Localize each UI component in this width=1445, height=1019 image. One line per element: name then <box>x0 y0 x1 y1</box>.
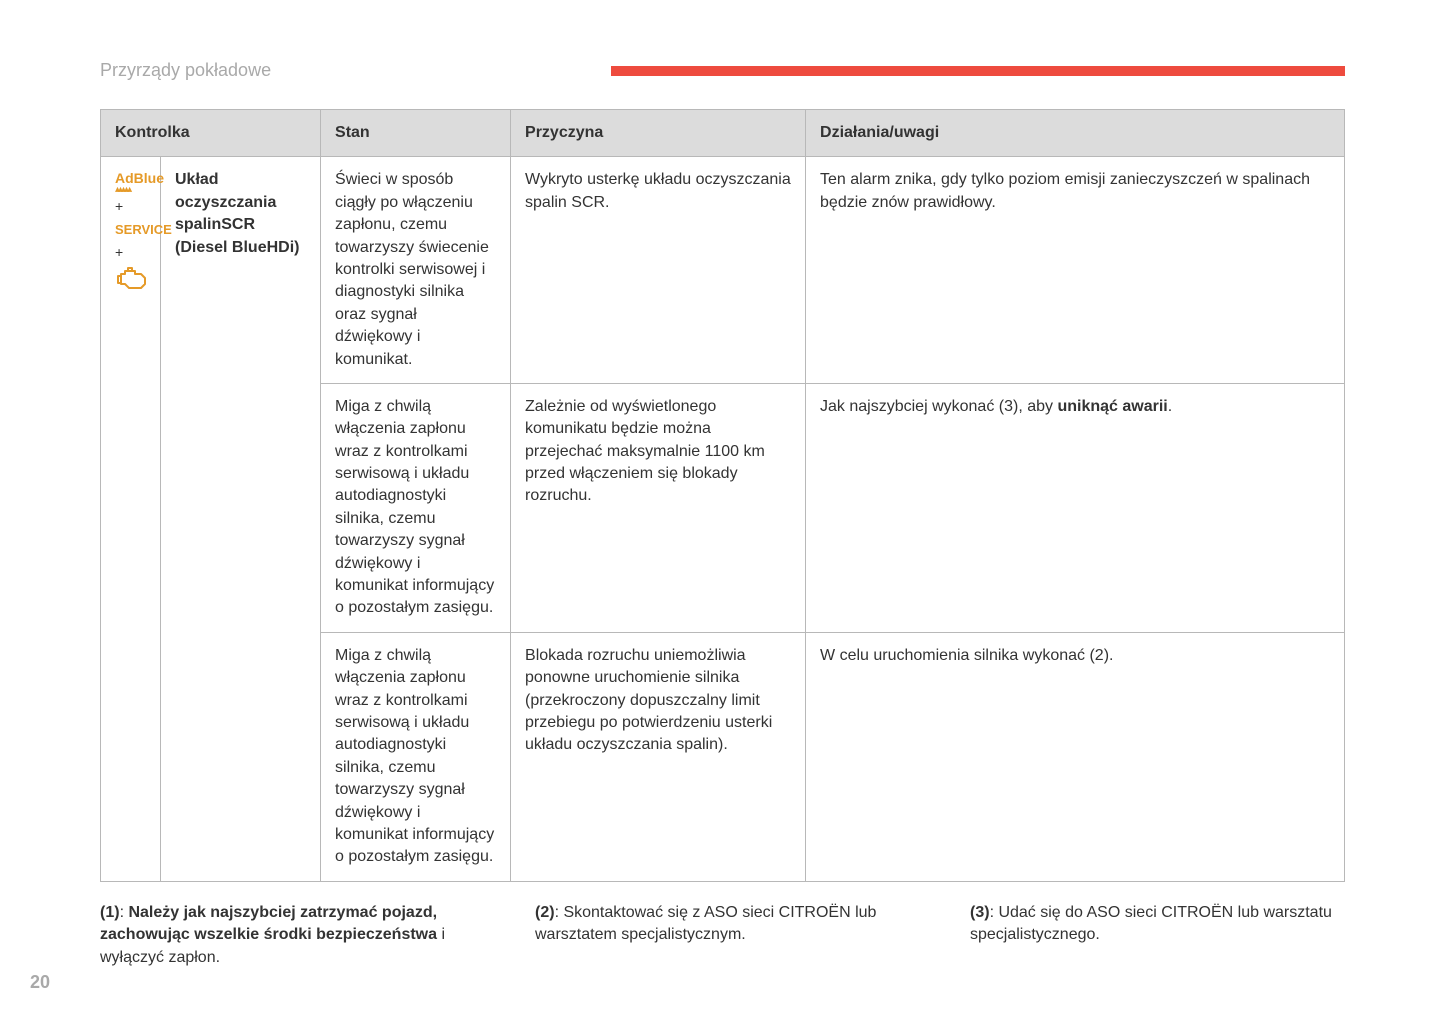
cause-cell: Wykryto usterkę układu oczyszczania spal… <box>511 157 806 384</box>
col-stan: Stan <box>321 110 511 157</box>
state-cell: Świeci w sposób ciągły po włączeniu zapł… <box>321 157 511 384</box>
footnote-3: (3): Udać się do ASO sieci CITROËN lub w… <box>970 902 1345 969</box>
footnotes: (1): Należy jak najszybciej zatrzymać po… <box>100 902 1345 969</box>
action-cell: W celu uruchomienia silnika wykonać (2). <box>806 632 1345 881</box>
action-cell: Ten alarm znika, gdy tylko poziom emisji… <box>806 157 1345 384</box>
action-bold: uniknąć awarii <box>1057 398 1167 415</box>
footnote-3-label: (3) <box>970 904 990 921</box>
footnote-3-text: : Udać się do ASO sieci CITROËN lub wars… <box>970 904 1332 943</box>
col-dzialania: Działania/uwagi <box>806 110 1345 157</box>
footnote-1-bold: Należy jak najszybciej zatrzymać pojazd,… <box>100 904 437 943</box>
footnote-2: (2): Skontaktować się z ASO sieci CITROË… <box>535 902 910 969</box>
footnote-1: (1): Należy jak najszybciej zatrzymać po… <box>100 902 475 969</box>
action-post: . <box>1168 398 1172 415</box>
cause-cell: Blokada rozruchu uniemożliwia ponowne ur… <box>511 632 806 881</box>
col-kontrolka: Kontrolka <box>101 110 321 157</box>
engine-icon <box>115 266 149 292</box>
footnote-2-label: (2) <box>535 904 555 921</box>
footnote-2-text: : Skontaktować się z ASO sieci CITROËN l… <box>535 904 876 943</box>
system-name: Układ oczyszczania spalinSCR (Diesel Blu… <box>175 171 299 255</box>
section-title: Przyrządy pokładowe <box>100 60 271 81</box>
action-cell: Jak najszybciej wykonać (3), aby uniknąć… <box>806 383 1345 632</box>
system-name-cell: Układ oczyszczania spalinSCR (Diesel Blu… <box>161 157 321 881</box>
action-text: Ten alarm znika, gdy tylko poziom emisji… <box>820 171 1310 210</box>
page-number: 20 <box>30 972 50 993</box>
state-cell: Miga z chwilą włączenia zapłonu wraz z k… <box>321 632 511 881</box>
plus-icon: + <box>115 197 146 217</box>
table-header-row: Kontrolka Stan Przyczyna Działania/uwagi <box>101 110 1345 157</box>
plus-icon: + <box>115 243 146 263</box>
header-row: Przyrządy pokładowe <box>100 60 1345 81</box>
state-cell: Miga z chwilą włączenia zapłonu wraz z k… <box>321 383 511 632</box>
indicator-icon-cell: AdBlue ▴▴▴▴▴ + SERVICE + <box>101 157 161 881</box>
service-icon: SERVICE <box>115 221 146 239</box>
action-text: W celu uruchomienia silnika wykonać (2). <box>820 647 1113 664</box>
page-container: Przyrządy pokładowe Kontrolka Stan Przyc… <box>0 0 1445 1019</box>
accent-bar <box>611 66 1345 76</box>
warning-table: Kontrolka Stan Przyczyna Działania/uwagi… <box>100 109 1345 882</box>
table-row: AdBlue ▴▴▴▴▴ + SERVICE + Układ oczyszcza… <box>101 157 1345 384</box>
action-text: Jak najszybciej wykonać (3), aby <box>820 398 1057 415</box>
cause-cell: Zależnie od wyświetlonego komunikatu będ… <box>511 383 806 632</box>
footnote-1-label: (1) <box>100 904 120 921</box>
col-przyczyna: Przyczyna <box>511 110 806 157</box>
